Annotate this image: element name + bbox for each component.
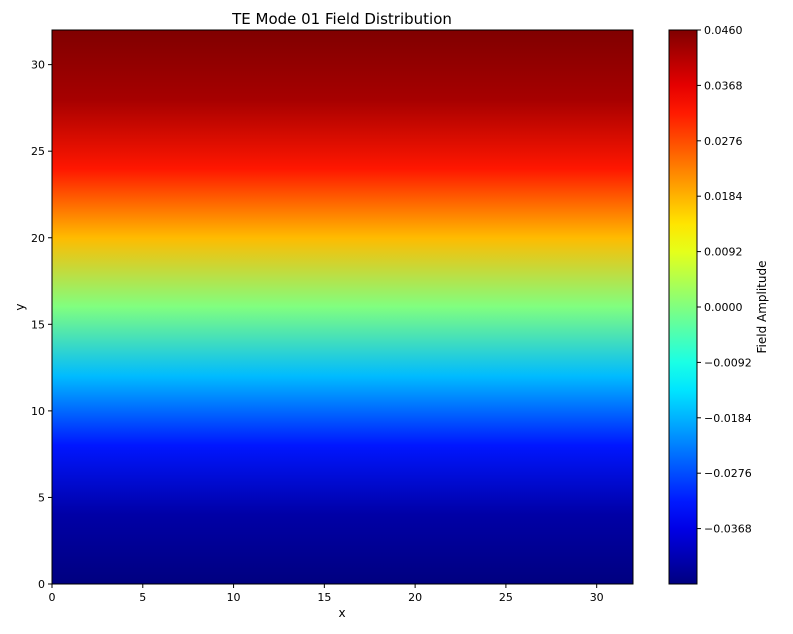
colorbar-tick-label: 0.0368 — [704, 79, 743, 92]
colorbar-tick-label: −0.0368 — [704, 523, 752, 536]
y-axis-label: y — [13, 303, 27, 310]
x-tick-label: 30 — [590, 591, 604, 604]
colorbar-tick-label: 0.0092 — [704, 246, 743, 259]
chart-title: TE Mode 01 Field Distribution — [231, 10, 452, 28]
y-tick-label: 0 — [38, 578, 45, 591]
x-tick-label: 20 — [408, 591, 422, 604]
plot-frame — [51, 29, 634, 585]
y-tick-label: 15 — [31, 318, 45, 331]
y-tick-label: 10 — [31, 405, 45, 418]
colorbar-ticks: −0.0368 −0.0276 −0.0184 −0.0092 0.0000 0.0092… — [697, 24, 752, 536]
y-tick-label: 5 — [38, 491, 45, 504]
colorbar-tick-label: −0.0092 — [704, 356, 752, 369]
colorbar-tick-label: 0.0184 — [704, 190, 743, 203]
colorbar-tick-label: −0.0276 — [704, 467, 752, 480]
colorbar-tick-label: 0.0460 — [704, 24, 743, 37]
field-heatmap — [52, 30, 633, 584]
y-axis-ticks: 0 5 10 15 20 25 30 — [31, 59, 52, 591]
colorbar — [669, 30, 697, 584]
x-tick-label: 5 — [139, 591, 146, 604]
y-tick-label: 30 — [31, 59, 45, 72]
x-tick-label: 15 — [317, 591, 331, 604]
y-tick-label: 25 — [31, 145, 45, 158]
x-tick-label: 0 — [49, 591, 56, 604]
colorbar-tick-label: 0.0000 — [704, 301, 743, 314]
colorbar-tick-label: 0.0276 — [704, 135, 743, 148]
y-tick-label: 20 — [31, 232, 45, 245]
colorbar-tick-label: −0.0184 — [704, 412, 752, 425]
x-tick-label: 10 — [227, 591, 241, 604]
x-axis-ticks: 0 5 10 15 20 25 30 — [49, 584, 604, 604]
colorbar-label: Field Amplitude — [755, 260, 769, 353]
x-tick-label: 25 — [499, 591, 513, 604]
x-axis-label: x — [338, 606, 345, 620]
